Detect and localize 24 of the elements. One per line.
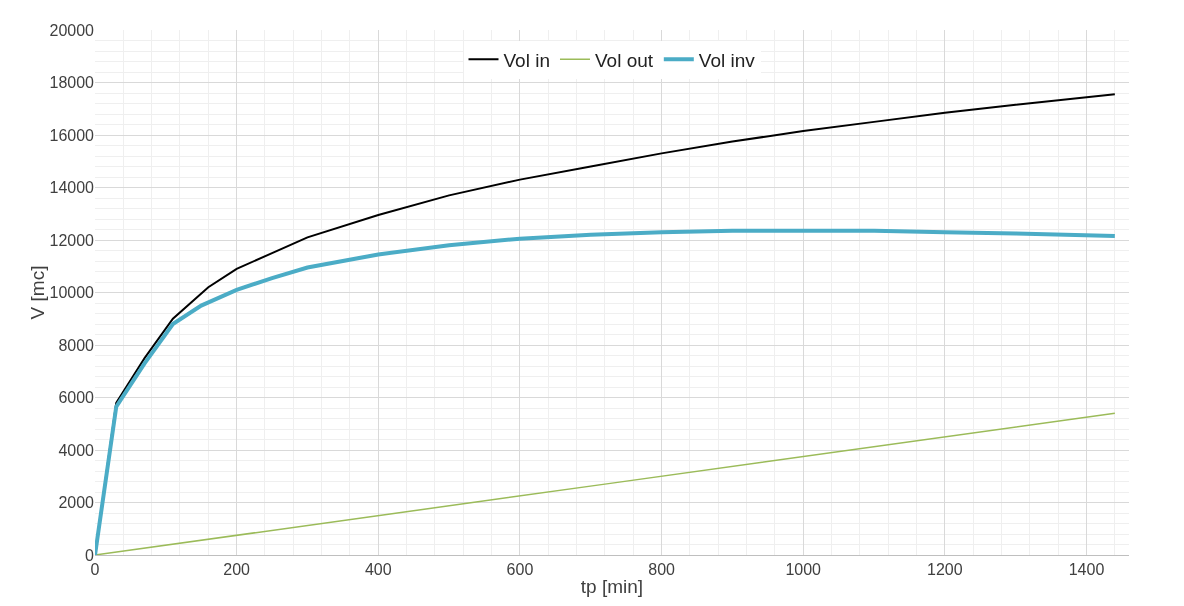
y-tick-label: 20000 xyxy=(49,21,95,39)
legend-label: Vol in xyxy=(503,49,550,71)
x-tick-label: 1400 xyxy=(1068,561,1105,579)
y-tick-label: 14000 xyxy=(49,179,95,197)
y-tick-label: 2000 xyxy=(58,494,95,512)
legend-label: Vol out xyxy=(594,49,654,71)
y-tick-label: 8000 xyxy=(58,336,95,354)
y-tick-label: 12000 xyxy=(49,231,95,249)
x-tick-label: 400 xyxy=(364,561,392,579)
y-tick-label: 10000 xyxy=(49,284,95,302)
legend-label: Vol inv xyxy=(698,49,756,71)
y-tick-label: 16000 xyxy=(49,126,95,144)
y-tick-label: 4000 xyxy=(58,441,95,459)
x-tick-label: 1000 xyxy=(785,561,822,579)
x-axis-title: tp [min] xyxy=(580,576,644,597)
x-tick-label: 1200 xyxy=(927,561,963,579)
x-tick-label: 200 xyxy=(223,561,251,579)
y-tick-label: 18000 xyxy=(49,74,95,92)
y-tick-label: 6000 xyxy=(58,389,95,407)
y-tick-label: 0 xyxy=(85,546,95,564)
line-series xyxy=(95,228,1117,555)
x-tick-label: 600 xyxy=(506,561,534,579)
x-tick-label: 800 xyxy=(648,561,676,579)
y-axis-title: V [mc] xyxy=(26,265,48,320)
